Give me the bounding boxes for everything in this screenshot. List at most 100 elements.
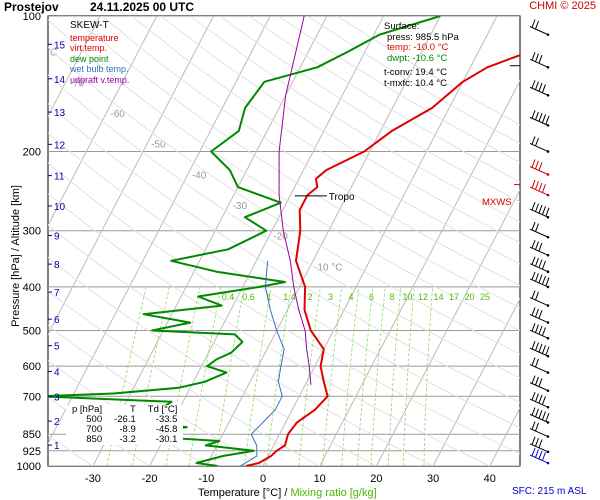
- y-axis-label: Pressure [hPa] / Altitude [km]: [10, 146, 22, 366]
- mixing-ratio-line: [298, 286, 321, 466]
- wind-barb-staff: [529, 166, 549, 175]
- wind-barb-dot: [546, 371, 550, 374]
- wind-barb: [529, 340, 550, 358]
- wind-barb-flag: [531, 323, 536, 332]
- wind-barb-flag: [538, 394, 543, 404]
- wind-barb-flag: [538, 242, 543, 252]
- wind-barb-flag: [535, 291, 539, 301]
- wind-barb-flag: [531, 407, 536, 416]
- altitude-tick-label: 5: [54, 342, 60, 353]
- mixing-ratio-line: [370, 286, 386, 466]
- legend: SKEW-T temperature virt.temp. dew point …: [70, 20, 129, 85]
- level-cell: -45.8: [155, 424, 178, 435]
- wind-barb-flag: [542, 184, 546, 193]
- wind-barb-flag: [531, 19, 536, 28]
- dry-adiabat: [48, 103, 520, 403]
- mixing-ratio-label: 8: [389, 292, 394, 302]
- wind-barb-flag: [542, 260, 546, 270]
- wind-barb-flag: [535, 53, 539, 62]
- wind-barb-staff: [529, 263, 549, 273]
- level-header-t: T: [129, 404, 136, 415]
- isotherm-label: -10 °C: [314, 262, 342, 273]
- wind-barb-staff: [529, 186, 549, 196]
- wind-barb-flag: [531, 421, 536, 430]
- wind-barb-flag: [535, 160, 539, 170]
- wind-barb: [529, 375, 550, 392]
- temperature-tick-label: 40: [484, 473, 496, 485]
- isotherm-label: -60: [110, 109, 125, 120]
- altitude-tick-label: 9: [54, 231, 60, 242]
- wind-barb-staff: [529, 116, 549, 126]
- wind-barb-flag: [531, 447, 536, 457]
- altitude-tick-label: 1: [54, 441, 60, 452]
- wind-barb-dot: [546, 336, 550, 340]
- wind-barb-dot: [546, 65, 550, 69]
- wind-barb-flag: [545, 277, 550, 286]
- isobar-grid: [48, 16, 520, 466]
- wind-barb-dot: [546, 215, 550, 219]
- wind-barb: [529, 110, 550, 127]
- wind-barb-flag: [538, 310, 543, 319]
- isotherm-line: [205, 16, 441, 466]
- wind-barb-staff: [529, 228, 549, 238]
- isotherm-line: [547, 16, 600, 466]
- mixing-ratio-line: [357, 286, 374, 466]
- wind-barb-flag: [535, 181, 539, 190]
- isotherm-label: -50: [151, 140, 166, 151]
- wind-barb-staff: [529, 278, 549, 288]
- wind-barb-flag: [531, 357, 536, 366]
- wind-barb: [529, 323, 550, 340]
- temperature-tick-label: -20: [142, 473, 158, 485]
- mixing-ratio-line: [188, 286, 222, 466]
- wind-barb-flag: [531, 340, 536, 350]
- dry-adiabat: [48, 74, 520, 379]
- wind-barb-flag: [531, 307, 536, 316]
- x-axis-label: Temperature [°C] / Mixing ratio [g/kg]: [198, 487, 377, 499]
- wind-barb-staff: [529, 443, 549, 453]
- wind-barb: [529, 256, 550, 273]
- wind-barb-staff: [529, 398, 549, 408]
- wind-barb-flag: [531, 391, 536, 401]
- wind-barb: [529, 447, 550, 465]
- wind-barb-flag: [538, 450, 543, 460]
- pressure-tick-label: 850: [23, 429, 41, 441]
- altitude-tick-label: 8: [54, 260, 60, 271]
- wind-barb-dot: [546, 193, 550, 197]
- legend-item-wet-bulb: wet bulb temp.: [70, 64, 129, 74]
- isotherm-line: [48, 16, 158, 227]
- wind-barb-flag: [535, 308, 539, 318]
- wind-barb-dot: [546, 405, 550, 409]
- mxws-label: MXWS: [482, 197, 512, 208]
- level-cell: -8.9: [119, 424, 136, 435]
- wind-barb-staff: [529, 428, 549, 437]
- level-cell: -26.1: [114, 414, 136, 425]
- wind-barb: [529, 19, 550, 36]
- surface-title: Surface:: [384, 21, 420, 32]
- wind-barb-flag: [538, 439, 543, 448]
- mixing-ratio-label: 3: [328, 292, 333, 302]
- wind-barb-flag: [535, 422, 539, 432]
- wind-barb: [529, 436, 550, 454]
- isotherm-line: [48, 16, 101, 118]
- wind-barb-flag: [531, 110, 536, 119]
- altitude-tick-label: 7: [54, 288, 60, 299]
- wind-barb-dot: [546, 421, 550, 424]
- wind-barb-flag: [535, 393, 539, 402]
- wind-barb-flag: [542, 327, 546, 336]
- wind-barb-staff: [529, 382, 549, 392]
- level-cell: -3.2: [119, 434, 136, 445]
- temperature-tick-label: 30: [427, 473, 439, 485]
- wind-barb: [529, 357, 550, 374]
- wind-barb-flag: [531, 271, 536, 281]
- wind-barb-dot: [546, 450, 550, 454]
- level-cell: 500: [86, 414, 103, 425]
- wind-barb-flag: [535, 324, 539, 333]
- wind-barb-staff: [529, 364, 549, 374]
- surface-press: press: 985.5 hPa: [387, 31, 459, 43]
- legend-item-virt-temp: virt.temp.: [70, 43, 108, 53]
- altitude-tick-label: 10: [54, 202, 66, 213]
- wind-barb-flag: [542, 275, 546, 285]
- wind-barb-flag: [538, 410, 543, 419]
- level-cell: -30.1: [155, 434, 178, 445]
